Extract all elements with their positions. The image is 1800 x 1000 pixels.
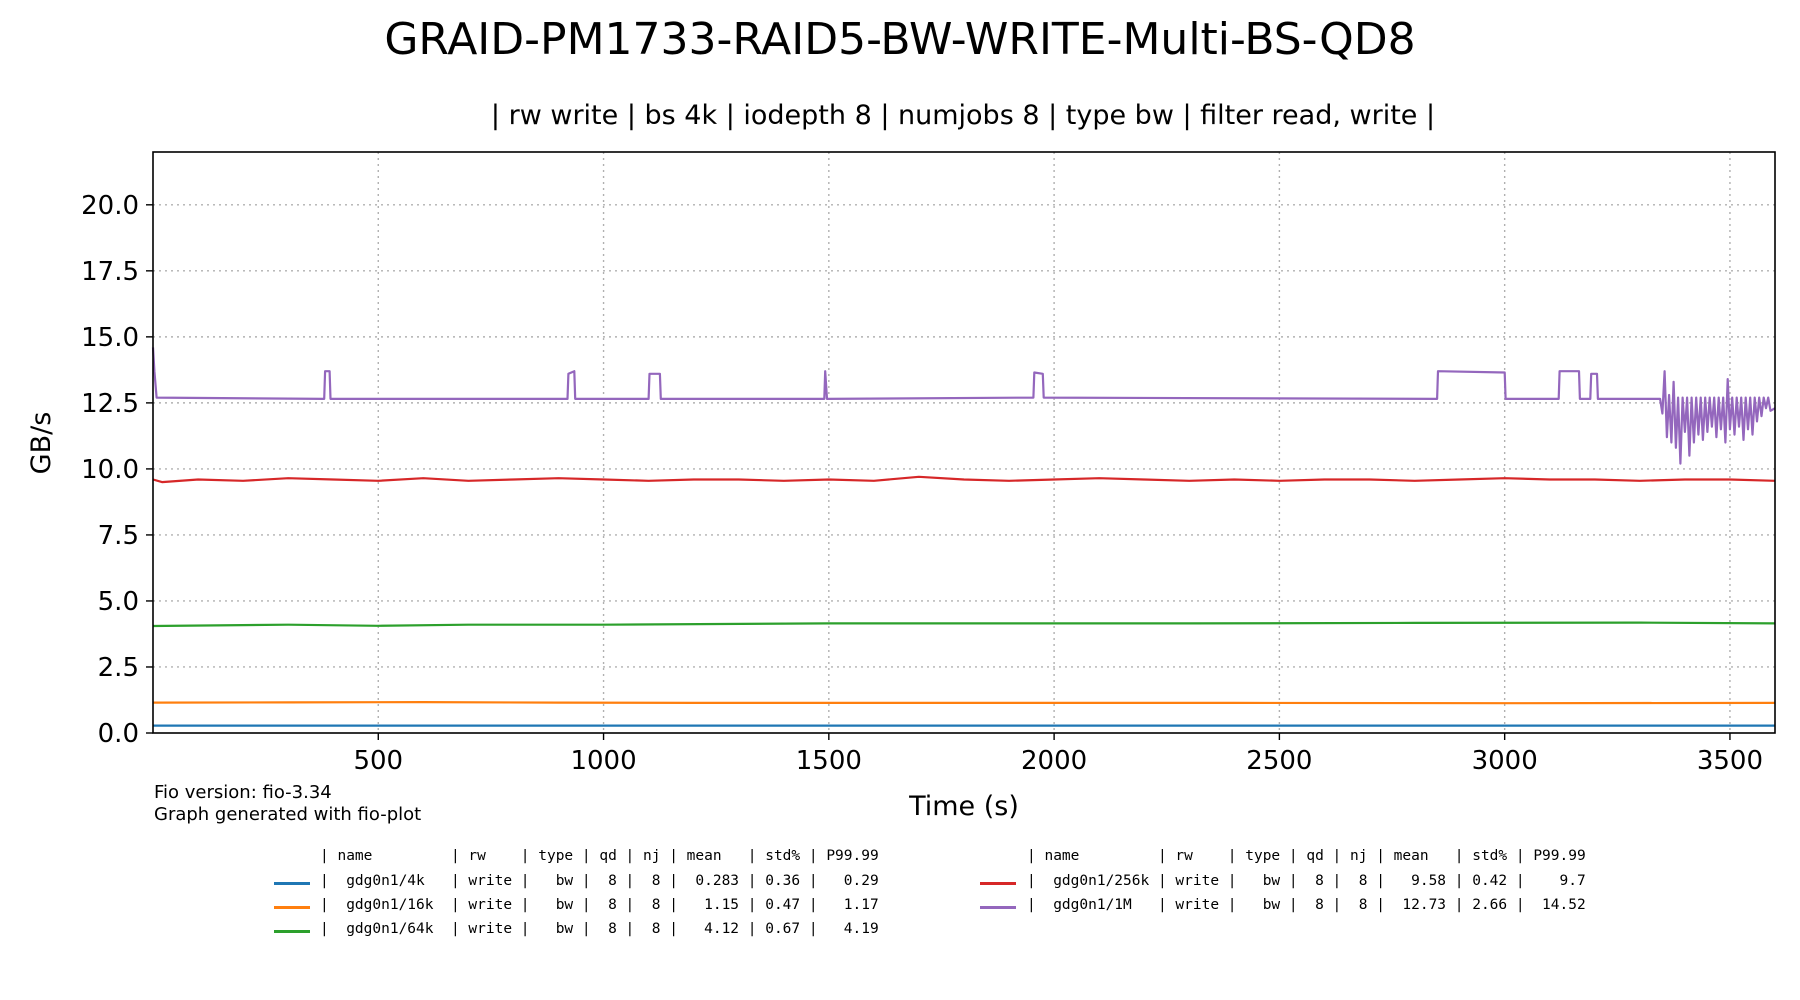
x-axis-label: Time (s) [908,791,1019,822]
legend-swatch [274,930,310,933]
y-tick-label: 20.0 [81,191,139,221]
legend-header: | name | rw | type | qd | nj | mean | st… [1027,848,1586,864]
y-tick-label: 2.5 [98,653,139,683]
y-tick-label: 15.0 [81,323,139,353]
legend-entry: | gdg0n1/16k | write | bw | 8 | 8 | 1.15… [320,897,879,913]
legend-header: | name | rw | type | qd | nj | mean | st… [320,848,879,864]
legend-swatch [980,906,1016,909]
x-tick-label: 3000 [1472,746,1538,776]
series-line-gdg0n1-1m [151,347,1776,465]
legend-entry: | gdg0n1/64k | write | bw | 8 | 8 | 4.12… [320,921,879,937]
legend-entry: | gdg0n1/1M | write | bw | 8 | 8 | 12.73… [1027,897,1586,913]
x-tick-label: 1500 [796,746,862,776]
legend-swatch [274,882,310,885]
y-tick-label: 12.5 [81,389,139,419]
legend-swatch [980,882,1016,885]
y-axis-label: GB/s [26,412,57,475]
series-lines [151,347,1776,727]
y-tick-label: 5.0 [98,587,139,617]
legend-entry: | gdg0n1/256k | write | bw | 8 | 8 | 9.5… [1027,873,1586,889]
fio-version-note: Fio version: fio-3.34 [154,782,332,803]
legend-entry: | gdg0n1/4k | write | bw | 8 | 8 | 0.283… [320,873,879,889]
grid-lines [153,152,1775,733]
axis-ticks: 500 1000 1500 2000 2500 3000 3500 0.0 2.5 5.0 7.5 1… [81,191,1763,776]
x-tick-label: 500 [353,746,403,776]
chart-title: GRAID-PM1733-RAID5-BW-WRITE-Multi-BS-QD8 [384,14,1416,65]
x-tick-label: 2000 [1021,746,1087,776]
x-tick-label: 3500 [1697,746,1763,776]
y-tick-label: 10.0 [81,455,139,485]
fio-plot-note: Graph generated with fio-plot [154,804,422,825]
y-tick-label: 17.5 [81,257,139,287]
plot-frame [152,151,1776,734]
series-line-gdg0n1-16k [152,701,1776,705]
series-line-gdg0n1-64k [152,621,1776,628]
x-tick-label: 1000 [570,746,636,776]
legend-swatch [274,906,310,909]
y-tick-label: 0.0 [98,719,139,749]
x-tick-label: 2500 [1246,746,1312,776]
y-tick-label: 7.5 [98,521,139,551]
chart-subtitle: | rw write | bs 4k | iodepth 8 | numjobs… [490,100,1436,131]
series-line-gdg0n1-256k [152,475,1776,484]
